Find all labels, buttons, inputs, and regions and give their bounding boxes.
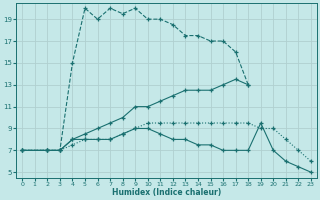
X-axis label: Humidex (Indice chaleur): Humidex (Indice chaleur) [112, 188, 221, 197]
